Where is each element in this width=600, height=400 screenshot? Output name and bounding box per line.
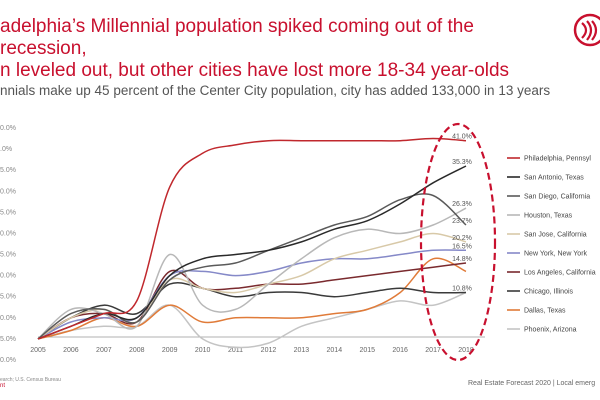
x-tick-label: 2012 <box>261 347 277 354</box>
y-tick-label: .0% <box>0 146 12 153</box>
footer-text: Real Estate Forecast 2020 | Local emerg <box>468 380 596 387</box>
y-tick-label: 5.0% <box>0 209 16 216</box>
data-label: 10.8% <box>452 286 472 293</box>
legend-label: Chicago, Illinois <box>524 289 574 296</box>
data-labels: 41.0% 35.3% 23.7% 26.3% 20.2%16.5% 14.8% 10.8% <box>452 134 472 293</box>
y-tick-label: 0.0% <box>0 188 16 195</box>
y-tick-label: 0.0% <box>0 273 16 280</box>
legend-label: Phoenix, Arizona <box>524 327 577 334</box>
legend-label: Dallas, Texas <box>524 308 566 315</box>
legend-label: Philadelphia, Pennsyl <box>524 156 591 163</box>
x-tick-label: 2013 <box>294 347 310 354</box>
brand-logo-icon <box>573 13 600 47</box>
data-label: 16.5% <box>452 243 472 250</box>
data-label: 23.7% <box>452 218 472 225</box>
y-tick-label: 0.0% <box>0 315 16 322</box>
y-tick-label: 5.0% <box>0 294 16 301</box>
y-axis-ticks: 0.0% 5.0% 0.0% 5.0% 0.0% 5.0% 0.0% 5.0% 0.0% 5.0%… <box>0 125 16 364</box>
x-tick-label: 2008 <box>129 347 145 354</box>
legend-label: Los Angeles, California <box>524 270 596 277</box>
legend-label: New York, New York <box>524 251 588 258</box>
source-note: earch; U.S. Census Bureau <box>0 377 61 383</box>
chart-subtitle: nnials make up 45 percent of the Center … <box>0 83 551 98</box>
x-tick-label: 2007 <box>96 347 112 354</box>
data-label: 20.2% <box>452 235 472 242</box>
series-lines <box>37 137 467 349</box>
x-tick-label: 2018 <box>458 347 474 354</box>
legend-label: San Jose, California <box>524 232 587 239</box>
x-axis-ticks: 2005 2006 2007 2008 2009 2010 2011 2012 2013 2014… <box>30 347 474 354</box>
data-label: 35.3% <box>452 159 472 166</box>
legend-label: Houston, Texas <box>524 213 573 220</box>
x-tick-label: 2017 <box>425 347 441 354</box>
data-label: 26.3% <box>452 201 472 208</box>
series-line <box>37 249 467 340</box>
series-line <box>37 137 467 340</box>
x-tick-label: 2015 <box>359 347 375 354</box>
x-tick-label: 2016 <box>392 347 408 354</box>
x-tick-label: 2011 <box>228 347 243 354</box>
series-line <box>37 281 467 340</box>
y-tick-label: 5.0% <box>0 252 16 259</box>
x-tick-label: 2010 <box>195 347 211 354</box>
x-tick-label: 2006 <box>63 347 79 354</box>
series-line <box>37 207 467 340</box>
line-chart: 0.0% 5.0% 0.0% 5.0% 0.0% 5.0% 0.0% 5.0% 0.0% 5.0%… <box>0 122 596 364</box>
x-tick-label: 2014 <box>327 347 343 354</box>
x-tick-label: 2005 <box>30 347 46 354</box>
y-tick-label: 5.0% <box>0 167 16 174</box>
brand-fragment: nt <box>0 383 6 389</box>
series-line <box>37 193 467 340</box>
y-tick-label: 5.0% <box>0 336 16 343</box>
y-tick-label: 0.0% <box>0 125 16 132</box>
x-tick-label: 2009 <box>162 347 178 354</box>
series-line <box>37 291 467 349</box>
chart-legend: Philadelphia, Pennsyl San Antonio, Texas S… <box>507 156 596 334</box>
data-label: 41.0% <box>452 134 472 141</box>
chart-title: adelphia’s Millennial population spiked … <box>0 16 510 81</box>
data-label: 14.8% <box>452 256 472 263</box>
legend-label: San Diego, California <box>524 194 590 201</box>
y-tick-label: 0.0% <box>0 230 16 237</box>
legend-label: San Antonio, Texas <box>524 175 584 182</box>
y-tick-label: 0.0% <box>0 357 16 364</box>
highlight-ellipse <box>419 122 497 362</box>
